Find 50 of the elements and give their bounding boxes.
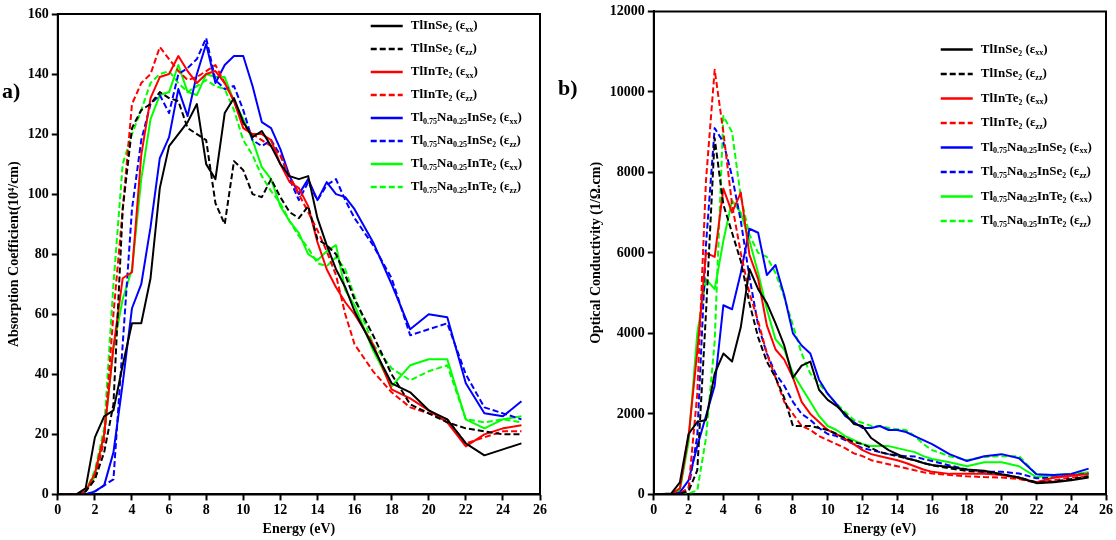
text: b): [558, 75, 578, 101]
x-tick-label: 10: [236, 502, 251, 518]
y-tick-label: 160: [27, 5, 49, 21]
x-tick-label: 0: [54, 502, 62, 518]
text: a): [2, 77, 21, 103]
x-tick-label: 20: [994, 502, 1009, 518]
y-axis-title: Absorption Coefficient(10⁴/cm): [6, 160, 23, 348]
y-tick-label: 6000: [616, 244, 645, 260]
x-tick-label: 18: [959, 502, 974, 518]
y-tick-label: 4000: [616, 325, 645, 341]
x-axis-title: Energy (eV): [262, 521, 336, 538]
x-tick-label: 18: [384, 502, 399, 518]
x-tick-label: 26: [1099, 502, 1113, 518]
x-tick-label: 20: [421, 502, 436, 518]
y-tick-label: 40: [34, 365, 49, 381]
y-tick-label: 2000: [616, 405, 645, 421]
y-tick-label: 60: [34, 305, 49, 321]
y-tick-label: 10000: [609, 83, 645, 99]
y-tick-label: 8000: [616, 164, 645, 180]
y-tick-label: 0: [41, 486, 49, 502]
x-tick-label: 12: [273, 502, 288, 518]
x-tick-label: 2: [685, 502, 693, 518]
y-axis-title: Optical Conductivity (1/Ω.cm): [588, 161, 605, 344]
x-tick-label: 4: [719, 502, 727, 518]
x-tick-label: 0: [650, 502, 658, 518]
x-tick-label: 16: [347, 502, 362, 518]
y-tick-label: 100: [27, 185, 49, 201]
x-tick-label: 2: [91, 502, 99, 518]
x-axis-title: Energy (eV): [843, 521, 917, 538]
x-tick-label: 24: [495, 502, 510, 518]
x-tick-label: 6: [165, 502, 173, 518]
y-tick-label: 12000: [609, 3, 645, 19]
x-tick-label: 14: [890, 502, 905, 518]
x-tick-label: 8: [202, 502, 210, 518]
x-tick-label: 24: [1064, 502, 1079, 518]
y-tick-label: 120: [27, 125, 49, 141]
x-tick-label: 8: [789, 502, 797, 518]
y-tick-label: 20: [34, 425, 49, 441]
x-tick-label: 14: [310, 502, 325, 518]
x-tick-label: 4: [128, 502, 136, 518]
y-tick-label: 140: [27, 65, 49, 81]
x-tick-label: 10: [820, 502, 835, 518]
x-tick-label: 26: [533, 502, 547, 518]
y-tick-label: 0: [637, 486, 645, 502]
x-tick-label: 6: [754, 502, 762, 518]
x-tick-label: 12: [855, 502, 870, 518]
x-tick-label: 16: [925, 502, 940, 518]
x-tick-label: 22: [458, 502, 473, 518]
y-tick-label: 80: [34, 245, 49, 261]
x-tick-label: 22: [1029, 502, 1044, 518]
